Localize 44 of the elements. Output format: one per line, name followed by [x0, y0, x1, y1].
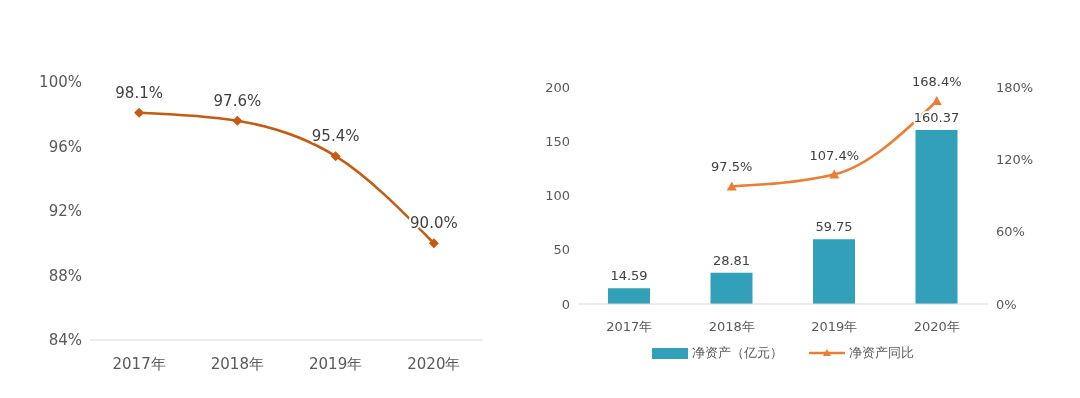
x-tick-label: 2017年: [606, 319, 653, 335]
bar: [608, 288, 650, 304]
data-label: 59.75: [815, 219, 853, 235]
bar: [915, 130, 958, 304]
data-label: 14.59: [610, 268, 648, 284]
y-tick-label: 50: [553, 242, 570, 258]
point: [330, 151, 341, 162]
x-tick-label: 2018年: [210, 354, 264, 373]
y2-tick-label: 60%: [996, 224, 1025, 240]
data-label: 28.81: [712, 252, 751, 268]
y-tick-label: 100: [545, 188, 570, 204]
y-tick-label: 150: [545, 133, 570, 149]
bar: [813, 239, 855, 304]
point: [232, 115, 243, 126]
bar: [710, 272, 753, 304]
y-tick-label: 100%: [39, 73, 82, 92]
y-tick-label: 96%: [48, 137, 82, 156]
y-tick-label: 88%: [48, 266, 82, 285]
y-tick-label: 84%: [48, 331, 82, 350]
y-tick-label: 0: [561, 296, 570, 312]
point: [428, 238, 439, 249]
y-tick-label: 92%: [48, 202, 82, 221]
x-tick-label: 2018年: [708, 319, 755, 335]
y-tick-label: 200: [545, 79, 570, 95]
data-label: 98.1%: [115, 83, 163, 102]
y2-tick-label: 180%: [996, 79, 1034, 95]
x-tick-label: 2020年: [407, 354, 461, 373]
point: [134, 107, 145, 118]
data-label: 107.4%: [809, 147, 860, 163]
x-tick-label: 2019年: [811, 319, 858, 335]
point: [829, 169, 840, 179]
data-label: 95.4%: [311, 127, 360, 146]
point: [931, 95, 942, 105]
point: [726, 181, 737, 191]
x-tick-label: 2020年: [913, 319, 960, 335]
legend-label: 净资产同比: [849, 344, 914, 362]
legend-label: 净资产（亿元）: [692, 344, 783, 362]
x-tick-label: 2019年: [309, 354, 363, 373]
y2-tick-label: 0%: [996, 296, 1017, 312]
data-label: 97.6%: [213, 91, 262, 110]
x-tick-label: 2017年: [112, 354, 166, 373]
data-label: 168.4%: [911, 73, 962, 89]
y2-tick-label: 120%: [996, 151, 1034, 167]
data-label: 97.5%: [711, 159, 753, 175]
